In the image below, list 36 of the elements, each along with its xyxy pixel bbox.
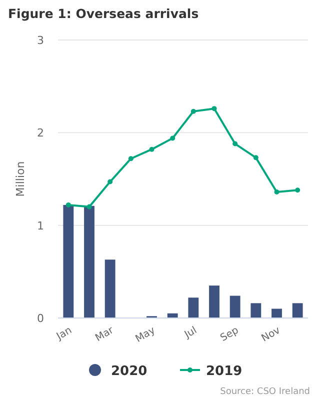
point xyxy=(253,155,258,160)
bar xyxy=(188,298,199,318)
point xyxy=(108,179,113,184)
bar xyxy=(63,204,74,318)
x-tick-label: May xyxy=(134,325,158,345)
x-tick-label: Sep xyxy=(218,325,241,344)
point xyxy=(232,141,238,146)
point xyxy=(170,136,176,141)
bar xyxy=(209,286,220,318)
y-axis-title: Million xyxy=(14,161,27,197)
y-tick-label: 3 xyxy=(37,34,44,47)
bar xyxy=(292,303,303,318)
point xyxy=(66,202,71,208)
x-tick-label: Jul xyxy=(182,325,199,342)
bar xyxy=(272,308,282,318)
y-tick-label: 2 xyxy=(37,126,44,140)
bar xyxy=(104,260,116,318)
y-tick-label: 0 xyxy=(37,312,44,325)
legend-label: 2019 xyxy=(206,364,242,379)
point xyxy=(128,156,134,162)
bar xyxy=(250,303,262,318)
y-tick-label: 1 xyxy=(37,219,44,232)
x-tick-label: Nov xyxy=(260,325,282,344)
x-tick-label: Jan xyxy=(54,325,74,343)
chart-title: Figure 1: Overseas arrivals xyxy=(8,6,199,21)
bar xyxy=(230,296,240,318)
source-note: Source: CSO Ireland xyxy=(220,387,310,397)
x-tick-label: Mar xyxy=(94,324,116,344)
point xyxy=(274,189,280,194)
point xyxy=(86,204,92,210)
point xyxy=(149,146,154,152)
point xyxy=(295,188,300,193)
point xyxy=(212,106,217,112)
bar xyxy=(84,206,94,318)
point xyxy=(190,108,196,114)
legend-label: 2020 xyxy=(111,364,148,379)
